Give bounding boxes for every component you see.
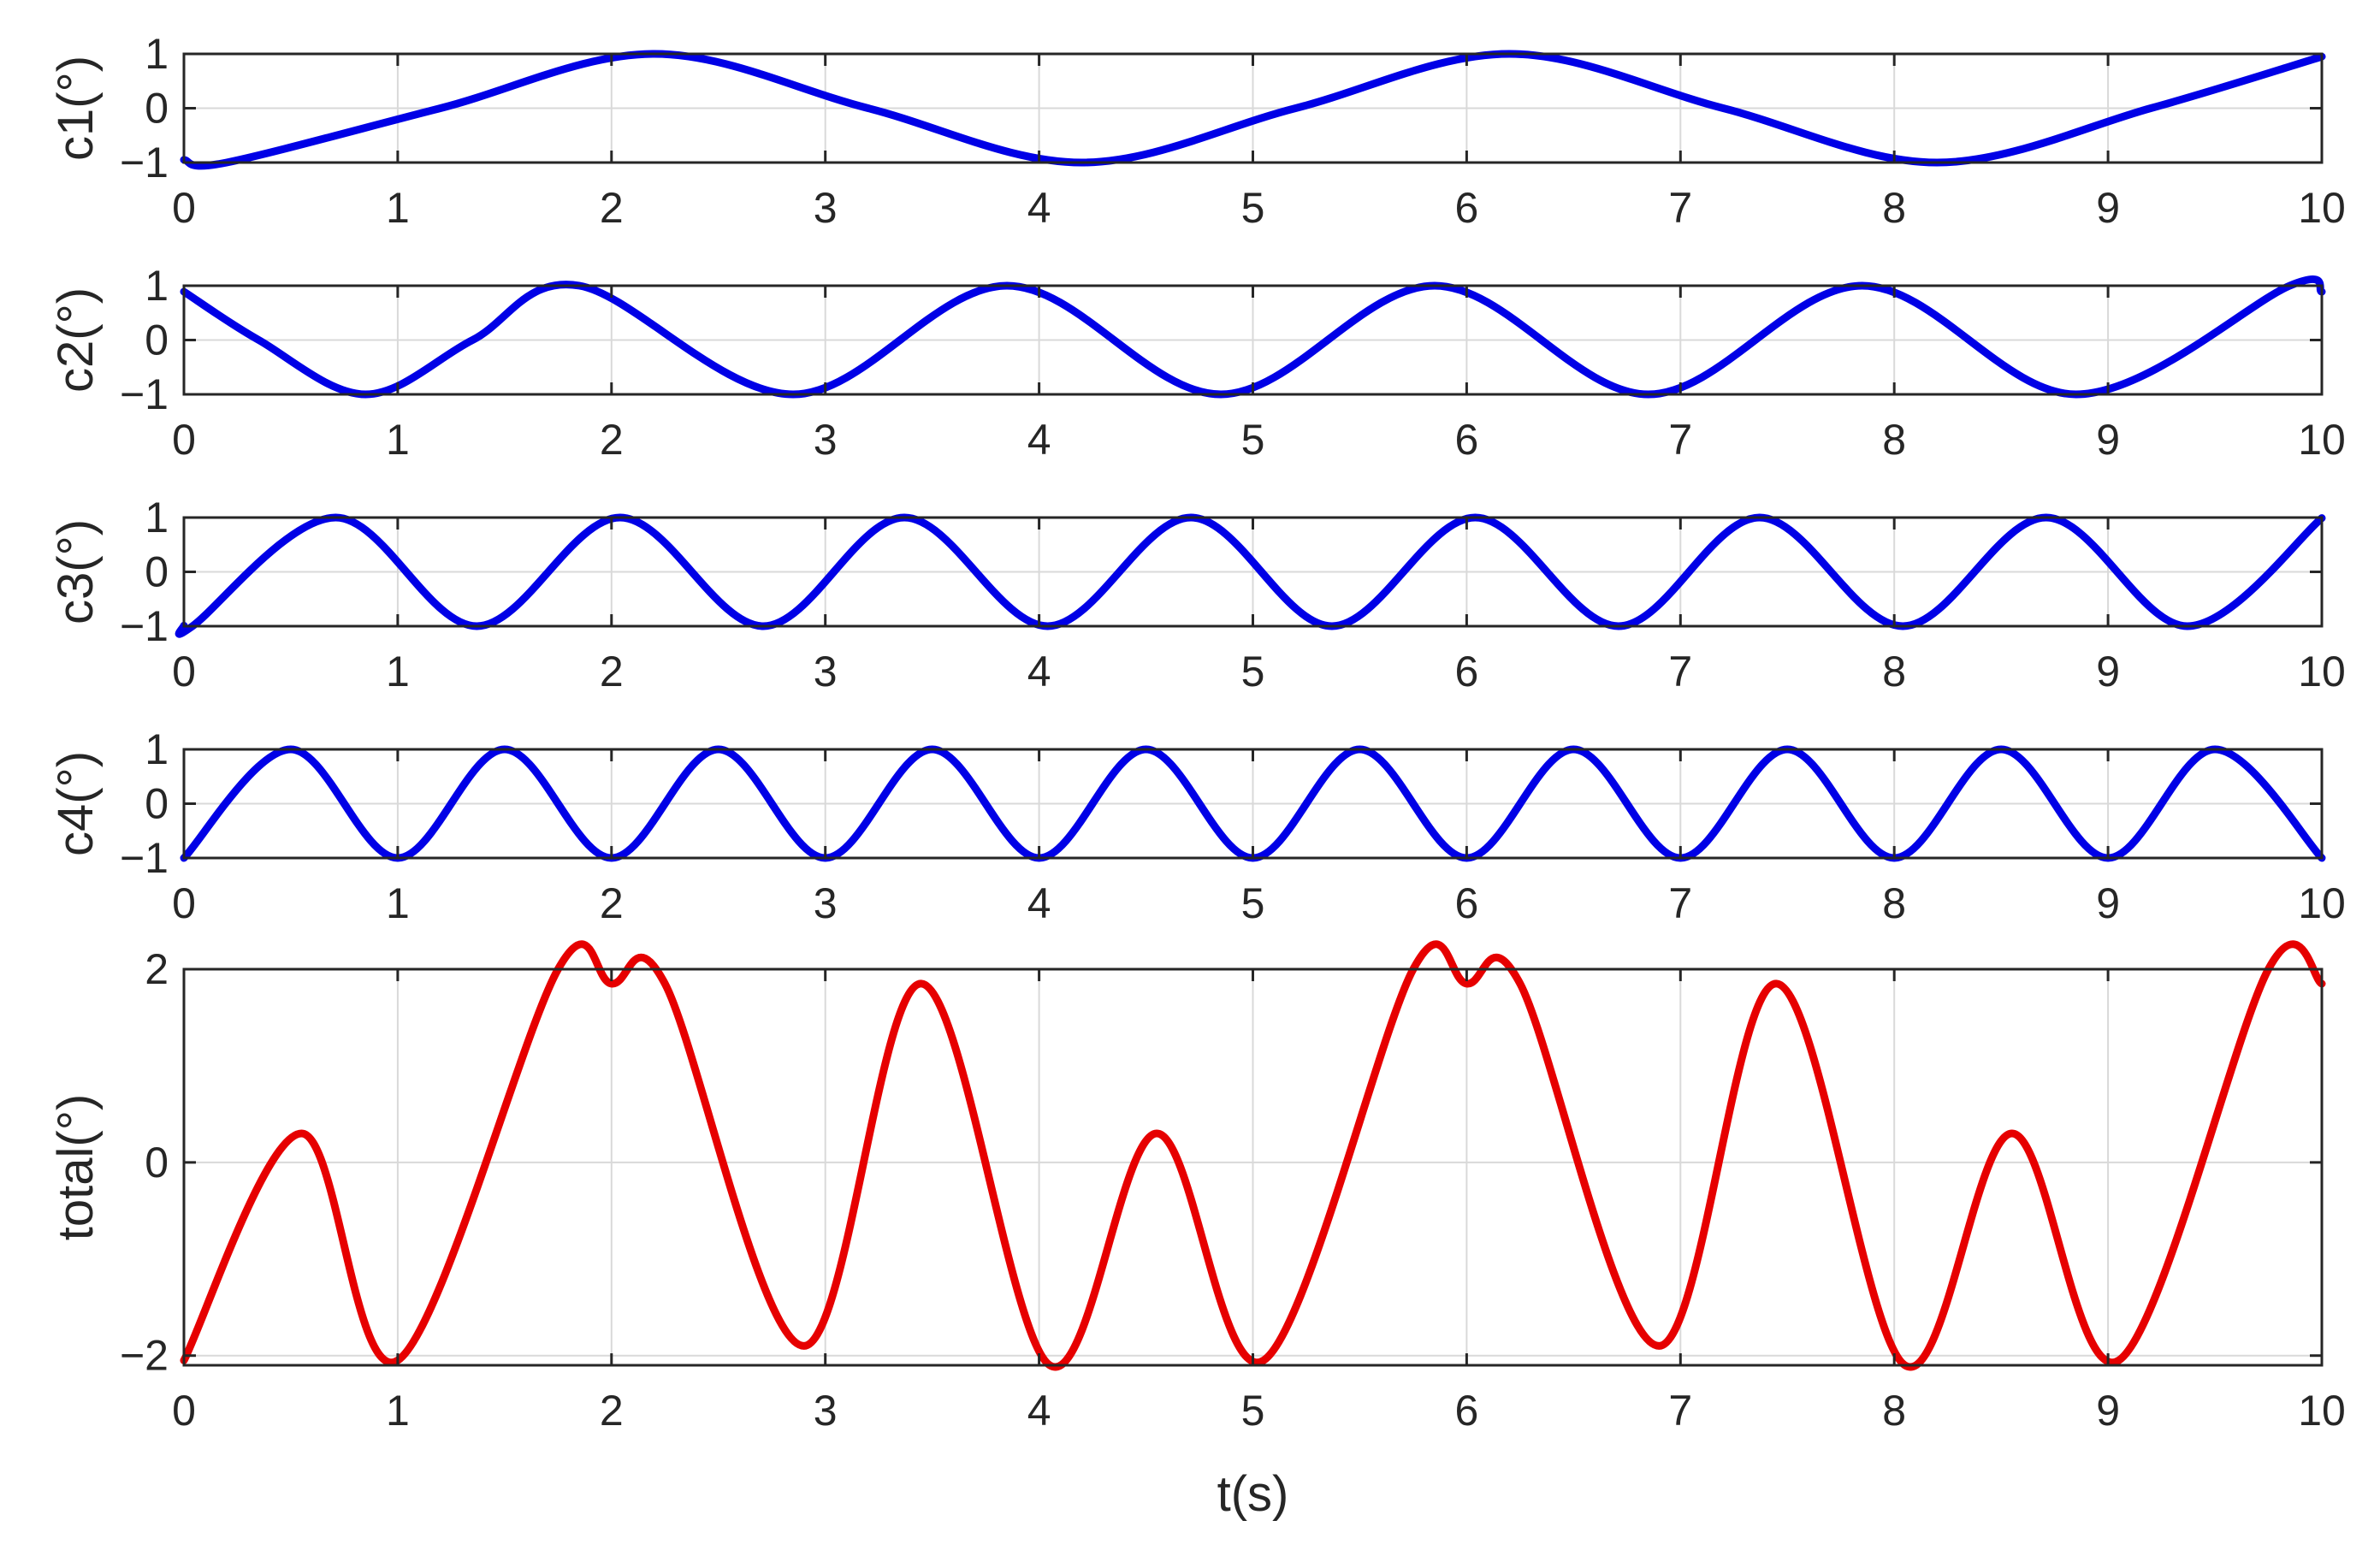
y-axis-label: total(°) [48, 1094, 104, 1240]
x-tick-label: 6 [1454, 648, 1478, 695]
x-tick-label: 6 [1454, 1387, 1478, 1435]
y-axis-label: c1(°) [48, 56, 104, 161]
x-tick-label: 3 [814, 879, 838, 927]
x-tick-label: 8 [1882, 1387, 1906, 1435]
x-tick-label: 8 [1882, 184, 1906, 232]
x-tick-label: 4 [1027, 184, 1051, 232]
y-tick-label: −1 [120, 834, 169, 882]
y-tick-label: 0 [145, 85, 169, 133]
x-tick-label: 0 [172, 416, 196, 464]
y-tick-label: 2 [145, 945, 169, 993]
x-tick-label: 8 [1882, 416, 1906, 464]
y-tick-label: 1 [145, 262, 169, 310]
y-tick-label: 0 [145, 780, 169, 828]
x-tick-label: 9 [2096, 416, 2120, 464]
x-tick-label: 5 [1241, 879, 1265, 927]
x-tick-label: 1 [386, 1387, 410, 1435]
x-tick-label: 1 [386, 648, 410, 695]
x-tick-label: 1 [386, 879, 410, 927]
x-tick-label: 1 [386, 184, 410, 232]
x-tick-label: 7 [1668, 184, 1692, 232]
x-tick-label: 9 [2096, 184, 2120, 232]
x-tick-label: 10 [2298, 1387, 2346, 1435]
y-tick-label: 1 [145, 494, 169, 541]
x-tick-label: 1 [386, 416, 410, 464]
x-tick-label: 2 [600, 416, 624, 464]
x-tick-label: 10 [2298, 879, 2346, 927]
x-tick-label: 4 [1027, 416, 1051, 464]
y-tick-label: −1 [120, 139, 169, 186]
series-line-total(°) [180, 940, 2326, 1371]
y-tick-label: −2 [120, 1332, 169, 1380]
y-tick-label: 1 [145, 30, 169, 78]
x-tick-label: 3 [814, 648, 838, 695]
x-tick-label: 6 [1454, 416, 1478, 464]
x-tick-label: 9 [2096, 1387, 2120, 1435]
x-tick-label: 9 [2096, 879, 2120, 927]
x-tick-label: 10 [2298, 648, 2346, 695]
x-tick-label: 4 [1027, 1387, 1051, 1435]
x-tick-label: 6 [1454, 184, 1478, 232]
y-axis-label: c3(°) [48, 519, 104, 624]
series-line-c2(°) [180, 275, 2326, 399]
y-tick-label: 0 [145, 317, 169, 364]
x-tick-label: 6 [1454, 879, 1478, 927]
x-tick-label: 3 [814, 184, 838, 232]
x-tick-label: 4 [1027, 648, 1051, 695]
x-tick-label: 7 [1668, 416, 1692, 464]
x-tick-label: 7 [1668, 648, 1692, 695]
x-tick-label: 8 [1882, 879, 1906, 927]
y-tick-label: −1 [120, 370, 169, 418]
x-tick-label: 8 [1882, 648, 1906, 695]
x-tick-label: 2 [600, 1387, 624, 1435]
x-tick-label: 2 [600, 184, 624, 232]
y-tick-label: 0 [145, 1139, 169, 1186]
x-tick-label: 3 [814, 416, 838, 464]
x-tick-label: 2 [600, 648, 624, 695]
y-tick-label: −1 [120, 602, 169, 650]
x-tick-label: 5 [1241, 1387, 1265, 1435]
x-tick-label: 10 [2298, 416, 2346, 464]
x-tick-label: 5 [1241, 648, 1265, 695]
x-tick-label: 5 [1241, 184, 1265, 232]
x-axis-label: t(s) [1217, 1466, 1289, 1522]
x-tick-label: 9 [2096, 648, 2120, 695]
x-tick-label: 2 [600, 879, 624, 927]
y-tick-label: 0 [145, 548, 169, 596]
x-tick-label: 10 [2298, 184, 2346, 232]
y-axis-label: c2(°) [48, 287, 104, 393]
x-tick-label: 4 [1027, 879, 1051, 927]
x-tick-label: 5 [1241, 416, 1265, 464]
y-axis-label: c4(°) [48, 751, 104, 856]
y-tick-label: 1 [145, 725, 169, 773]
x-tick-label: 0 [172, 1387, 196, 1435]
x-tick-label: 0 [172, 184, 196, 232]
x-tick-label: 0 [172, 648, 196, 695]
x-tick-label: 3 [814, 1387, 838, 1435]
x-tick-label: 0 [172, 879, 196, 927]
x-tick-label: 7 [1668, 879, 1692, 927]
x-tick-label: 7 [1668, 1387, 1692, 1435]
